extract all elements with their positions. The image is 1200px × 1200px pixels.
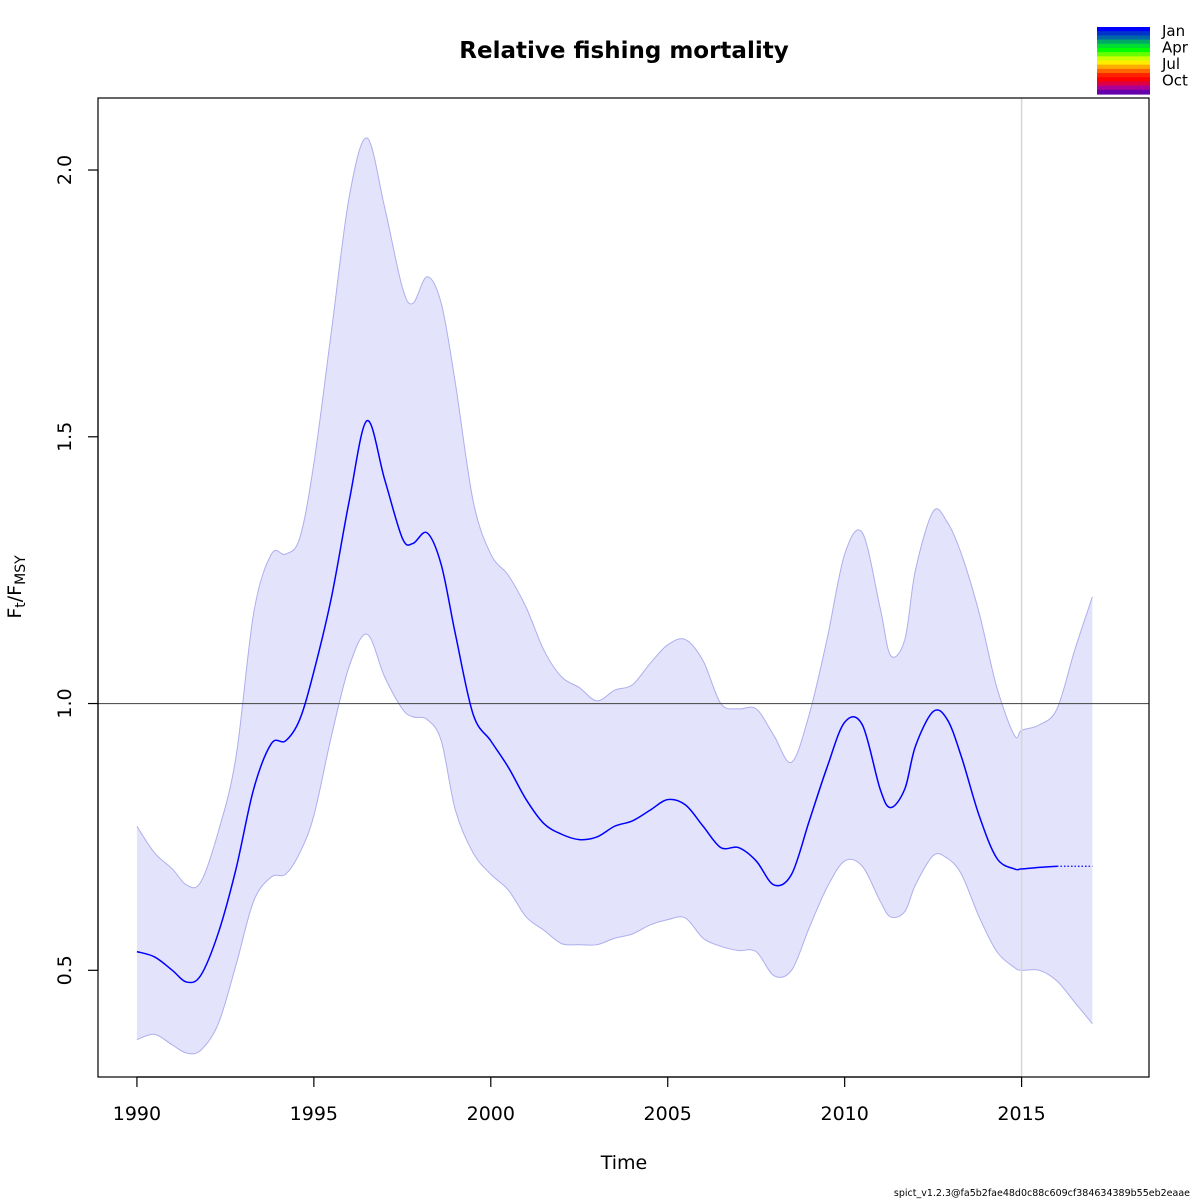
y-axis: 0.5 1.0 1.5 2.0: [54, 155, 99, 985]
legend-swatch: [1097, 77, 1150, 83]
x-tick-label: 2000: [467, 1103, 515, 1125]
legend-swatch: [1097, 31, 1150, 36]
y-tick-label: 1.0: [54, 688, 76, 718]
legend-swatch: [1097, 60, 1150, 66]
legend-label: Oct: [1162, 72, 1188, 90]
y-tick-label: 0.5: [54, 955, 76, 985]
y-axis-label: Ft/FMSY: [4, 555, 29, 619]
legend-swatch: [1097, 81, 1150, 87]
legend-swatch: [1097, 43, 1150, 49]
legend-label: Jul: [1161, 55, 1180, 73]
x-tick-label: 1995: [290, 1103, 338, 1125]
legend-swatch: [1097, 56, 1150, 62]
x-tick-label: 1990: [113, 1103, 161, 1125]
x-tick-label: 2010: [820, 1103, 868, 1125]
x-tick-label: 2005: [644, 1103, 692, 1125]
version-footer: spict_v1.2.3@fa5b2fae48d0c88c609cf384634…: [894, 1188, 1190, 1199]
legend-swatch: [1097, 73, 1150, 78]
legend-swatch: [1097, 52, 1150, 57]
y-tick-label: 1.5: [54, 422, 76, 452]
y-tick-label: 2.0: [54, 155, 76, 185]
lower-ci-line: [136, 633, 1093, 1055]
legend-swatch: [1097, 85, 1150, 91]
x-axis: 1990 1995 2000 2005 2010 2015: [113, 1076, 1046, 1125]
legend-swatch: [1097, 27, 1150, 32]
legend-swatch: [1097, 89, 1150, 95]
legend-label: Jan: [1161, 22, 1185, 40]
estimate-line: [136, 420, 1058, 984]
x-tick-label: 2015: [997, 1103, 1045, 1125]
plot-area: [98, 98, 1149, 1077]
legend-swatch: [1097, 68, 1150, 74]
legend-swatch: [1097, 47, 1150, 53]
upper-ci-line: [136, 137, 1093, 889]
legend-swatch: [1097, 35, 1150, 41]
legend-label: Apr: [1162, 39, 1189, 57]
chart-title: Relative fishing mortality: [459, 38, 788, 64]
legend-swatch: [1097, 39, 1150, 45]
x-axis-label: Time: [600, 1152, 648, 1174]
legend-swatch: [1097, 64, 1150, 70]
confidence-band: [136, 137, 1093, 1054]
